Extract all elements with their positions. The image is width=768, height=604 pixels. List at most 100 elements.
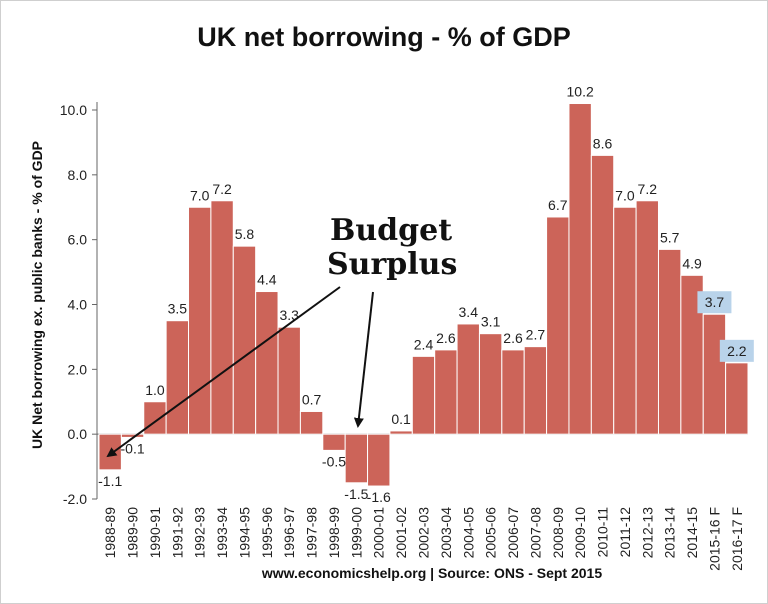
data-label: 3.4	[459, 304, 479, 320]
data-label: 2.6	[436, 330, 456, 346]
bar	[725, 362, 749, 435]
data-label: 5.8	[235, 226, 255, 242]
bar	[255, 291, 279, 435]
data-label: -0.5	[322, 453, 346, 469]
annotation-line-1: Budget	[330, 213, 452, 248]
y-tick-label: 4.0	[68, 297, 88, 313]
category-label: 2016-17 F	[729, 507, 745, 571]
bar	[546, 216, 570, 435]
source-note: www.economicshelp.org | Source: ONS - Se…	[261, 565, 602, 581]
category-label: 1997-98	[304, 507, 320, 559]
y-tick-label: 10.0	[60, 102, 87, 118]
bar	[478, 333, 503, 435]
category-label: 1993-94	[214, 507, 230, 559]
chart-title: UK net borrowing - % of GDP	[197, 22, 571, 52]
category-label: 1992-93	[192, 507, 208, 559]
category-label: 1994-95	[236, 507, 252, 559]
bar	[344, 433, 369, 484]
category-label: 2006-07	[505, 507, 521, 559]
data-label: 3.5	[168, 301, 188, 317]
category-labels: 1988-89 1989-90 1990-91 1991-92 1992-93 1993-…	[102, 507, 745, 571]
bar	[210, 200, 234, 435]
data-label: -0.1	[121, 440, 145, 456]
bar	[635, 200, 659, 435]
data-label: -1.1	[98, 473, 122, 489]
bar	[98, 433, 122, 471]
bar	[434, 349, 458, 435]
data-label-highlight	[697, 291, 732, 314]
data-label: 3.1	[481, 314, 501, 330]
bar	[613, 206, 637, 435]
category-label: 2004-05	[460, 507, 476, 559]
data-label-highlight	[719, 339, 754, 362]
annotation: Budget Surplus	[106, 213, 457, 458]
category-label: 2010-11	[595, 507, 611, 558]
y-tick-label: -2.0	[63, 491, 87, 507]
data-label: 7.2	[212, 181, 232, 197]
bar	[322, 433, 346, 451]
bar	[657, 248, 682, 435]
category-label: 1996-97	[281, 507, 297, 559]
category-label: 1991-92	[169, 507, 185, 559]
category-label: 2007-08	[527, 507, 543, 559]
bar	[367, 433, 391, 487]
bar	[456, 323, 480, 435]
data-label: 2.4	[414, 336, 434, 352]
y-tick-label: 2.0	[68, 361, 88, 377]
bar	[411, 355, 436, 435]
bar	[277, 326, 301, 435]
data-label: 5.7	[660, 229, 680, 245]
data-label: -1.6	[367, 489, 391, 505]
annotation-arrow-2	[353, 291, 374, 428]
data-labels: -1.1-0.11.03.57.0 7.25.84.43.30.7-0.5-1.5…	[98, 84, 754, 505]
bar	[523, 346, 548, 435]
y-axis-label: UK Net borrowing ex. public banks - % of…	[29, 141, 45, 449]
bar	[232, 245, 257, 435]
bar	[568, 103, 592, 435]
data-label: -1.5	[344, 486, 368, 502]
category-label: 2000-01	[371, 507, 387, 559]
data-label: 7.0	[615, 187, 635, 203]
data-label: 6.7	[548, 197, 568, 213]
category-label: 2009-10	[572, 507, 588, 559]
bar	[299, 410, 324, 435]
data-label: 2.2	[727, 343, 747, 359]
annotation-line-2: Surplus	[327, 247, 457, 282]
data-label: 8.6	[593, 135, 613, 151]
data-label: 3.3	[279, 307, 299, 323]
category-label: 2001-02	[393, 507, 409, 559]
data-label: 2.6	[503, 330, 523, 346]
bar	[501, 349, 525, 435]
annotation-arrow-1	[106, 286, 341, 458]
category-label: 1995-96	[259, 507, 275, 559]
data-label: 7.2	[638, 181, 658, 197]
data-label: 4.4	[257, 272, 277, 288]
bar	[702, 313, 727, 435]
data-label: 0.1	[391, 411, 411, 427]
data-label: 2.7	[526, 327, 546, 343]
category-label: 1998-99	[326, 507, 342, 559]
bar	[165, 320, 190, 435]
category-label: 2008-09	[550, 507, 566, 559]
bar	[389, 430, 413, 435]
y-tick-label: 8.0	[68, 167, 88, 183]
category-label: 2011-12	[617, 507, 633, 558]
category-label: 2002-03	[416, 507, 432, 559]
data-label: 4.9	[682, 255, 702, 271]
y-tick-label: 6.0	[68, 232, 88, 248]
category-label: 1988-89	[102, 507, 118, 559]
category-label: 2003-04	[438, 507, 454, 559]
y-tick-label: 0.0	[68, 426, 88, 442]
category-label: 1990-91	[147, 507, 163, 559]
category-label: 1989-90	[125, 507, 141, 559]
data-label: 0.7	[302, 391, 322, 407]
data-label: 1.0	[145, 382, 165, 398]
data-label: 3.7	[705, 294, 725, 310]
bars	[98, 103, 749, 487]
category-label: 2013-14	[662, 507, 678, 559]
category-label: 1999-00	[348, 507, 364, 559]
category-label: 2014-15	[684, 507, 700, 559]
data-label: 10.2	[567, 84, 594, 100]
bar	[188, 206, 212, 435]
